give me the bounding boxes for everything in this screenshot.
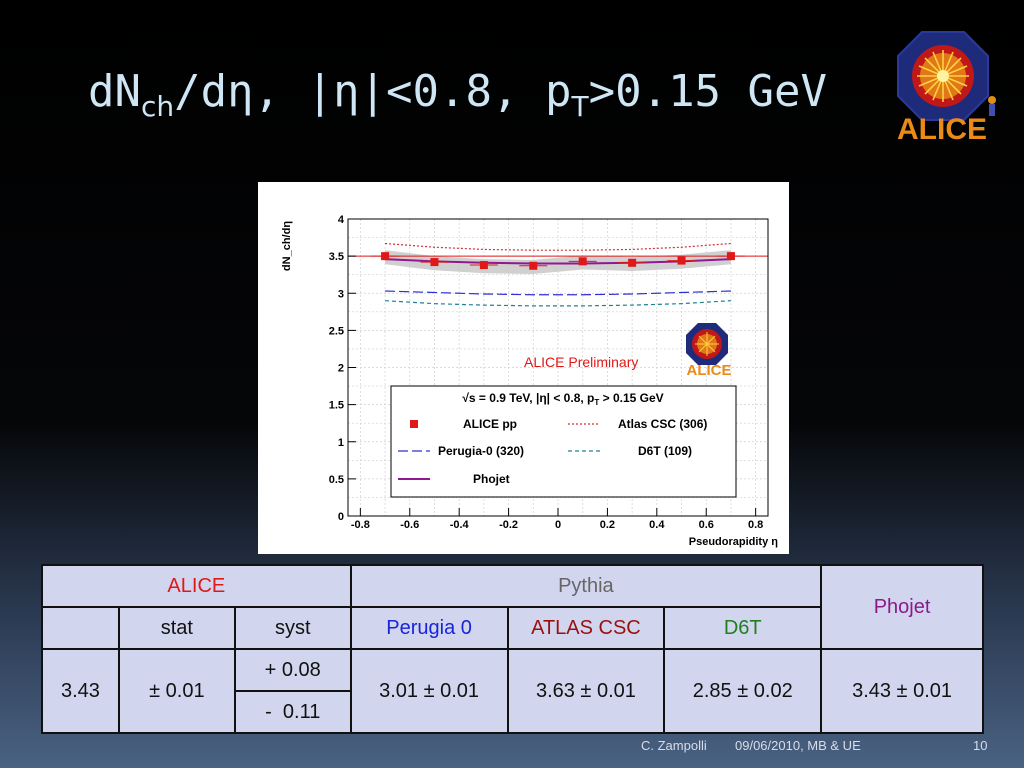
y-tick-label: 3	[338, 288, 344, 300]
data-point	[726, 252, 735, 261]
data-points	[371, 252, 745, 270]
y-tick-label: 0	[338, 511, 344, 523]
y-tick-label: 1.5	[329, 400, 344, 412]
col-d6t: D6T	[663, 606, 823, 650]
header-alice: ALICE	[41, 564, 352, 608]
series-line-perugia-0-320-	[385, 290, 731, 296]
model-curves	[348, 242, 768, 307]
legend-marker	[410, 420, 418, 428]
legend-label: Atlas CSC (306)	[618, 417, 707, 431]
preliminary-label: ALICE Preliminary	[524, 354, 638, 370]
footer-author: C. Zampolli	[641, 738, 707, 753]
val-stat: ± 0.01	[117, 648, 236, 734]
data-point	[677, 256, 686, 265]
x-tick-label: 0.8	[748, 519, 763, 531]
data-point	[381, 252, 390, 261]
logo-text: ALICE	[897, 113, 987, 146]
y-axis-label: dN_ch/dη	[281, 221, 293, 271]
systematic-band-area	[385, 250, 731, 274]
plot-panel: -0.8 -0.6 -0.4 -0.2 0 0.2 0.4 0.6 0.8 0 0.5 1 1.5 2 2…	[258, 182, 789, 554]
alice-logo: ALICE	[897, 31, 996, 146]
series-line-d6t-109-	[385, 300, 731, 307]
page-number: 10	[973, 738, 988, 753]
x-tick-label: 0	[555, 519, 561, 531]
x-tick-label: -0.6	[400, 519, 419, 531]
col-stat: stat	[117, 606, 236, 650]
svg-text:ALICE: ALICE	[687, 362, 732, 379]
data-point	[479, 261, 488, 270]
val-phojet: 3.43 ± 0.01	[820, 648, 984, 734]
x-tick-label: 0.6	[699, 519, 714, 531]
x-tick-label: -0.4	[450, 519, 470, 531]
slide-title: dNch/dη, |η|<0.8, pT>0.15 GeV	[88, 66, 828, 123]
header-pythia: Pythia	[349, 564, 823, 608]
series-line-atlas-csc-306-	[385, 242, 731, 251]
x-tick-label: -0.8	[351, 519, 370, 531]
x-tick-label: 0.4	[649, 519, 665, 531]
legend-label: D6T (109)	[638, 444, 692, 458]
data-point	[578, 257, 587, 266]
x-tick-label: 0.2	[600, 519, 615, 531]
x-tick-label: -0.2	[499, 519, 518, 531]
val-perugia: 3.01 ± 0.01	[349, 648, 509, 734]
y-tick-label: 4	[338, 214, 345, 226]
val-alice: 3.43	[41, 648, 120, 734]
results-table: ALICE Pythia Phojet stat syst Perugia 0 …	[41, 564, 984, 734]
val-atlas: 3.63 ± 0.01	[506, 648, 666, 734]
data-point	[628, 258, 637, 267]
inset-alice-logo: ALICE	[686, 323, 732, 379]
col-atlas: ATLAS CSC	[506, 606, 666, 650]
y-tick-label: 3.5	[329, 251, 344, 263]
y-ticks: 0 0.5 1 1.5 2 2.5 3 3.5 4	[329, 214, 356, 523]
val-d6t: 2.85 ± 0.02	[663, 648, 823, 734]
legend-label: ALICE pp	[463, 417, 517, 431]
x-axis-label: Pseudorapidity η	[689, 536, 779, 548]
val-syst-minus: - 0.11	[233, 690, 352, 734]
dndeta-plot: -0.8 -0.6 -0.4 -0.2 0 0.2 0.4 0.6 0.8 0 0.5 1 1.5 2 2…	[281, 214, 779, 548]
y-tick-label: 1	[338, 437, 344, 449]
legend-label: Perugia-0 (320)	[438, 444, 524, 458]
y-tick-label: 2.5	[329, 325, 344, 337]
empty-cell	[41, 606, 120, 650]
data-point	[529, 261, 538, 270]
y-tick-label: 2	[338, 363, 344, 375]
legend: √s = 0.9 TeV, |η| < 0.8, pT > 0.15 GeV A…	[390, 385, 737, 498]
footer-event: 09/06/2010, MB & UE	[735, 738, 861, 753]
col-perugia: Perugia 0	[349, 606, 509, 650]
col-syst: syst	[233, 606, 352, 650]
val-syst-plus: + 0.08	[233, 648, 352, 692]
y-tick-label: 0.5	[329, 474, 344, 486]
legend-header: √s = 0.9 TeV, |η| < 0.8, pT > 0.15 GeV	[462, 391, 663, 407]
header-phojet: Phojet	[820, 564, 984, 650]
x-ticks: -0.8 -0.6 -0.4 -0.2 0 0.2 0.4 0.6 0.8	[351, 508, 763, 531]
data-point	[430, 258, 439, 267]
legend-label: Phojet	[473, 472, 510, 486]
systematic-band	[385, 250, 731, 274]
